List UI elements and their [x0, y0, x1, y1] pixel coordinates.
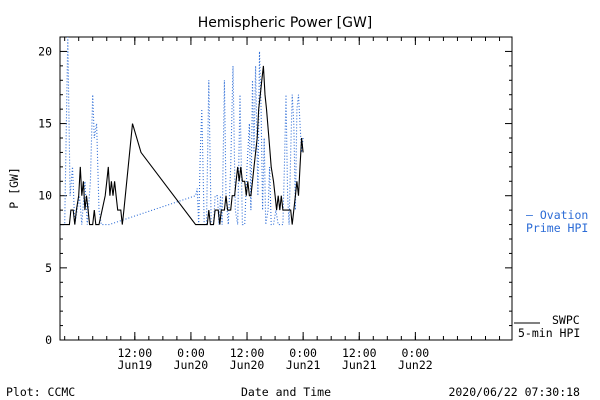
legend-ovation: — Ovation Prime HPI	[526, 208, 588, 235]
x-tick-label-date: Jun20	[174, 358, 209, 372]
x-tick-label-date: Jun21	[342, 358, 377, 372]
chart-title: Hemispheric Power [GW]	[198, 15, 373, 31]
x-tick-label-date: Jun19	[118, 358, 153, 372]
x-tick-label-time: 0:00	[177, 346, 205, 360]
x-axis-label: Date and Time	[241, 385, 331, 399]
legend-ovation-line2: Prime HPI	[526, 221, 588, 235]
legend-swpc: SWPC 5-min HPI	[514, 313, 580, 340]
series-swpc-line	[60, 65, 304, 226]
legend-ovation-line1: — Ovation	[526, 208, 588, 222]
y-tick-label: 5	[45, 261, 52, 275]
x-tick-label-date: Jun21	[286, 358, 321, 372]
y-tick-label: 15	[38, 117, 52, 131]
x-tick-label-time: 0:00	[289, 346, 317, 360]
x-tick-label-time: 12:00	[118, 346, 153, 360]
y-tick-label: 10	[38, 189, 52, 203]
series-layer	[60, 36, 304, 226]
y-axis: 0 5 10 15 20	[38, 36, 512, 347]
x-tick-label-date: Jun22	[398, 358, 433, 372]
x-tick-label-date: Jun20	[230, 358, 265, 372]
x-axis: 12:00Jun190:00Jun2012:00Jun200:00Jun2112…	[64, 37, 501, 372]
footer-timestamp: 2020/06/22 07:30:18	[448, 385, 580, 399]
plot-frame	[59, 36, 513, 341]
y-axis-label: P [GW]	[7, 167, 21, 209]
y-tick-label: 20	[38, 44, 52, 58]
legend-swpc-line2: 5-min HPI	[518, 326, 580, 340]
y-tick-label: 0	[45, 333, 52, 347]
footer-credit: Plot: CCMC	[6, 385, 75, 399]
legend-swpc-line1: SWPC	[552, 313, 580, 327]
x-tick-label-time: 12:00	[342, 346, 377, 360]
x-tick-label-time: 12:00	[230, 346, 265, 360]
x-tick-label-time: 0:00	[402, 346, 430, 360]
series-ovation-prime-line	[60, 36, 304, 226]
